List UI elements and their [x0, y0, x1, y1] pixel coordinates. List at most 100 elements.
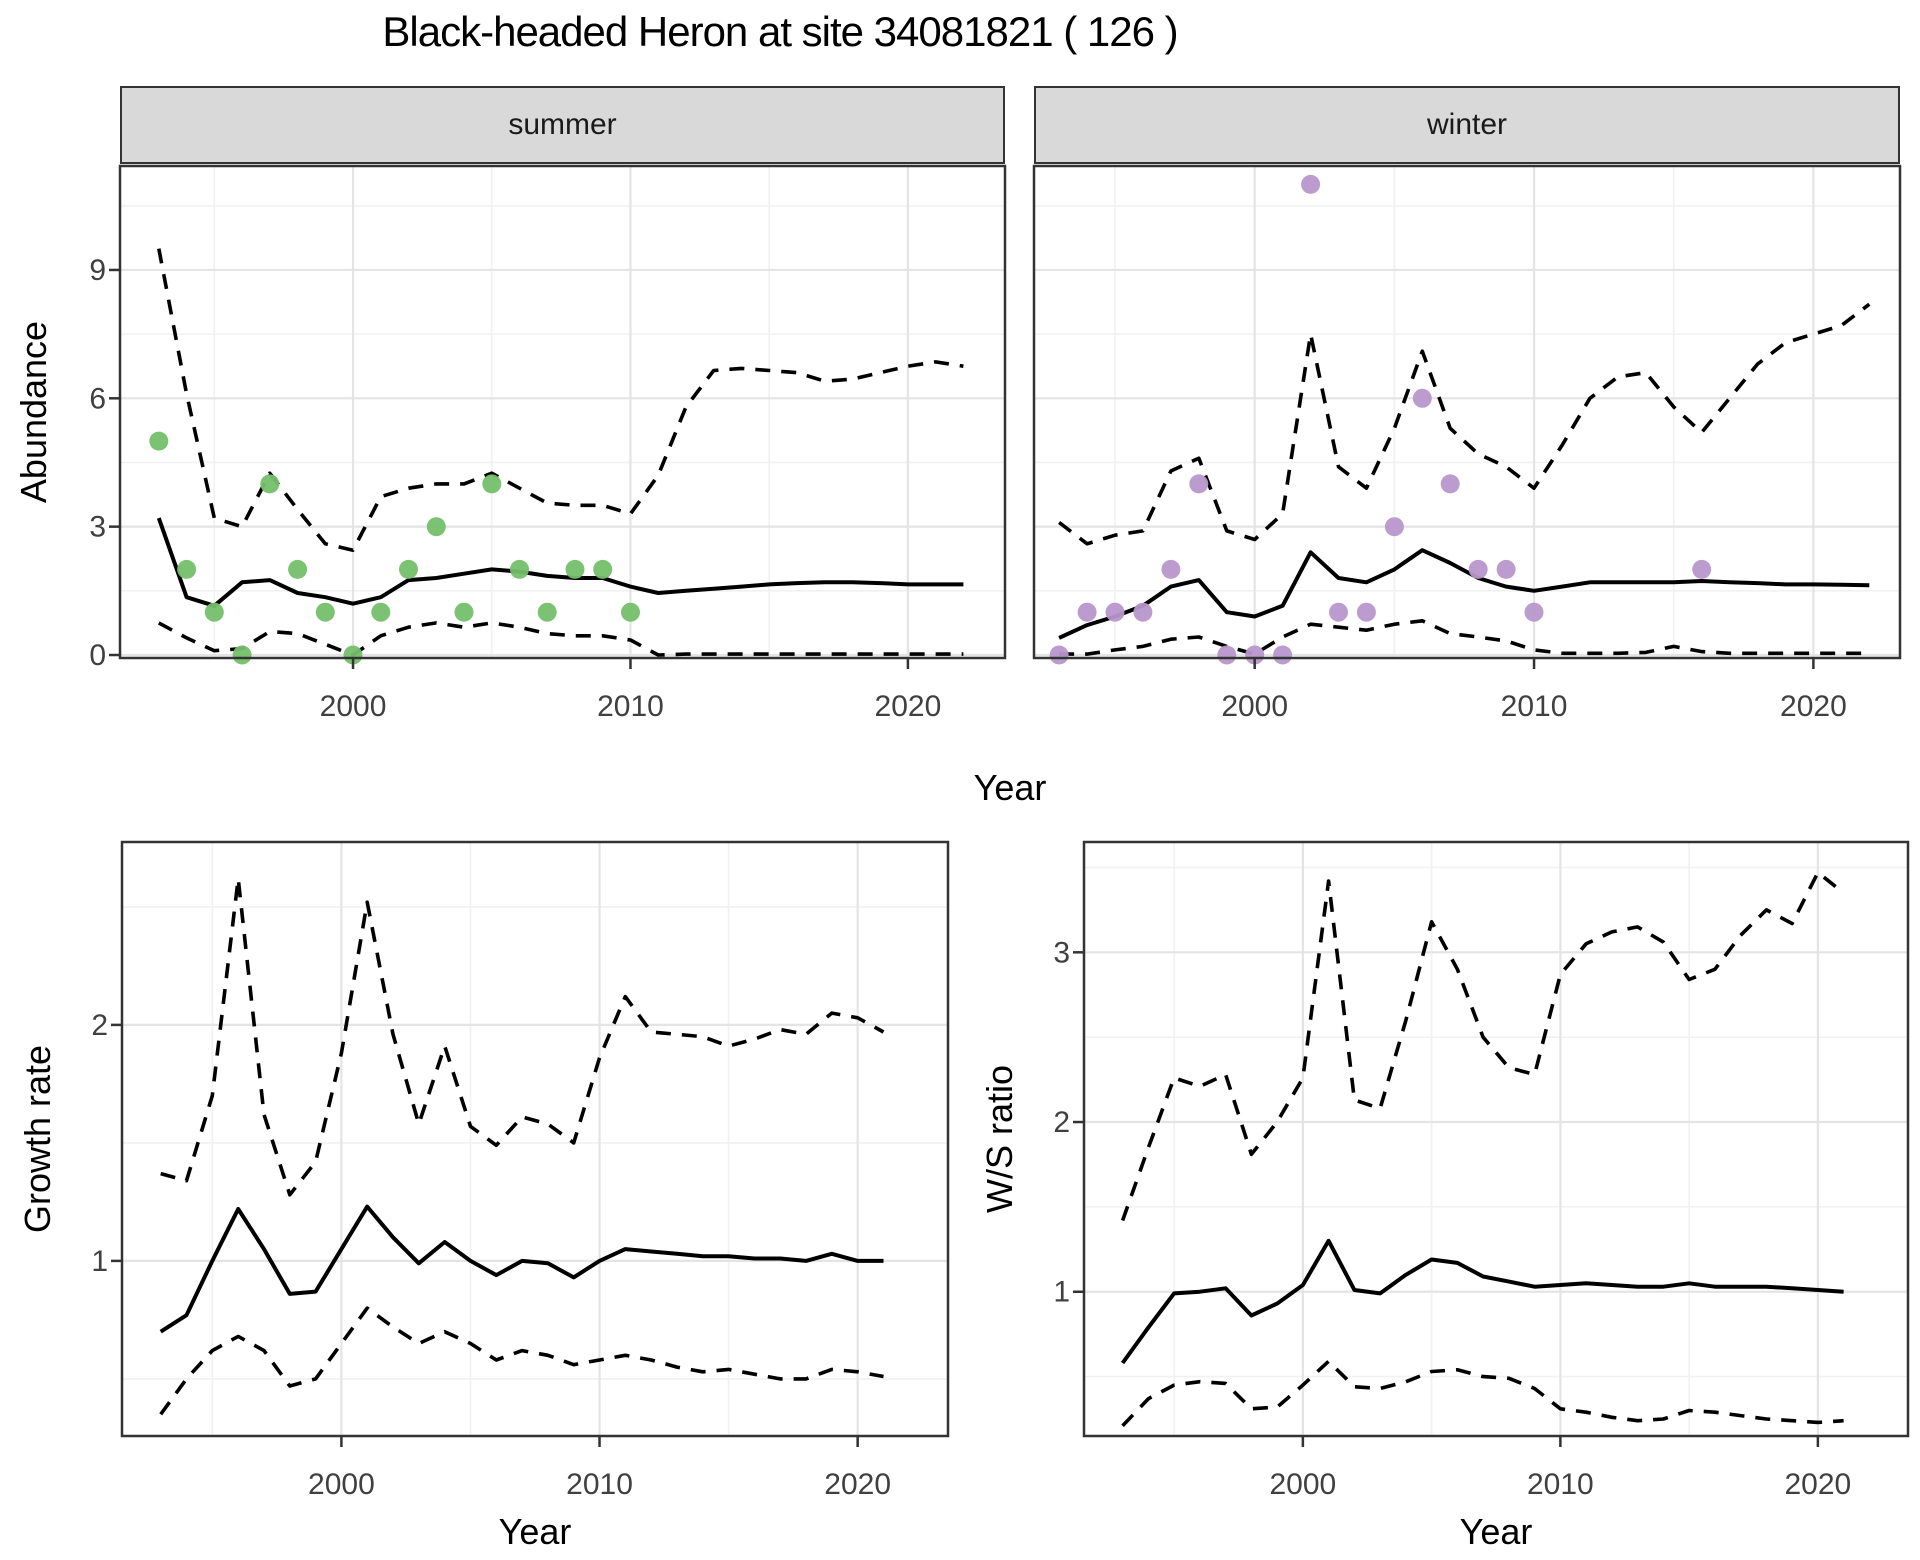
data-point [1049, 645, 1069, 665]
y-tick-label: 6 [89, 382, 106, 415]
facet-strip-winter: winter [1034, 86, 1900, 164]
y-tick-label: 3 [1053, 936, 1070, 969]
facet-strip-summer: summer [120, 86, 1005, 164]
facet-strip-summer-label: summer [508, 108, 617, 141]
axis-ticks: 2000 2010 2020 1 2 [91, 1009, 891, 1501]
series-fit [1058, 548, 1870, 640]
panel-abundance-winter: 2000 2010 2020 [1032, 164, 1902, 723]
data-points [149, 431, 640, 665]
data-point [426, 517, 446, 537]
data-point [1161, 559, 1181, 579]
x-tick-label: 2020 [1780, 690, 1847, 723]
data-point [1496, 559, 1516, 579]
data-point [343, 645, 363, 665]
panel-border [1082, 840, 1910, 1438]
x-axis-title-year-top: Year [973, 767, 1047, 808]
x-tick-label: 2020 [875, 690, 942, 723]
y-tick-label: 1 [91, 1245, 108, 1278]
data-point [1133, 602, 1153, 622]
panel-abundance-summer: 2000 2010 2020 0 3 6 9 [89, 164, 1007, 723]
y-tick-label: 3 [89, 511, 106, 544]
x-tick-label: 2010 [1527, 1468, 1594, 1501]
data-point [1468, 559, 1488, 579]
data-point [1356, 602, 1376, 622]
x-tick-label: 2000 [320, 690, 387, 723]
data-point [1077, 602, 1097, 622]
axis-ticks: 2000 2010 2020 1 2 3 [1053, 936, 1851, 1501]
data-point [510, 559, 529, 579]
series-upper_ci [1058, 302, 1871, 546]
series-lower_ci [1059, 618, 1870, 656]
data-point [454, 602, 474, 622]
data-point [1301, 174, 1321, 194]
data-point [177, 559, 197, 579]
data-point [1273, 645, 1293, 665]
data-point [1384, 517, 1404, 537]
y-axis-title-growth-rate: Growth rate [17, 1044, 58, 1234]
axis-ticks: 2000 2010 2020 0 3 6 9 [89, 254, 941, 723]
axis-ticks: 2000 2010 2020 [1221, 658, 1847, 723]
facet-strip-winter-label: winter [1426, 108, 1508, 141]
gridlines [1034, 166, 1900, 658]
panel-background [1034, 166, 1900, 658]
y-tick-label: 1 [1053, 1276, 1070, 1309]
data-point [149, 431, 169, 451]
y-tick-label: 2 [91, 1009, 108, 1042]
data-point [1440, 474, 1460, 494]
series-fit [1120, 1238, 1844, 1365]
data-points [1049, 174, 1712, 665]
y-tick-label: 2 [1053, 1106, 1070, 1139]
x-axis-title-year-bottom-right: Year [1459, 1511, 1533, 1552]
series-upper_ci [1120, 870, 1845, 1222]
data-point [1329, 602, 1348, 622]
data-point [482, 474, 502, 494]
series-lower_ci [157, 621, 964, 657]
gridlines [120, 166, 1005, 658]
x-tick-label: 2010 [566, 1468, 633, 1501]
x-tick-label: 2000 [1221, 690, 1288, 723]
series-fit [156, 517, 964, 608]
series-fit [159, 1204, 884, 1334]
plot-title: Black-headed Heron at site 34081821 ( 12… [382, 8, 1178, 55]
x-axis-title-year-bottom-left: Year [498, 1511, 572, 1552]
x-tick-label: 2020 [824, 1468, 891, 1501]
panel-ws-ratio: 2000 2010 2020 1 2 3 [1053, 840, 1910, 1501]
data-point [260, 474, 280, 494]
data-point [1245, 645, 1265, 665]
series-upper_ci [160, 876, 885, 1197]
data-point [593, 559, 613, 579]
data-point [371, 602, 391, 622]
panel-border [120, 840, 950, 1438]
series-upper_ci [157, 248, 964, 553]
y-axis-title-ws-ratio: W/S ratio [979, 1064, 1020, 1214]
data-point [204, 602, 224, 622]
gridlines [1084, 842, 1908, 1436]
panel-border [118, 164, 1007, 660]
panel-background [122, 842, 948, 1436]
series-lower_ci [159, 1306, 884, 1416]
y-tick-label: 0 [89, 639, 106, 672]
data-point [399, 559, 418, 579]
x-tick-label: 2020 [1785, 1468, 1852, 1501]
panel-growth-rate: 2000 2010 2020 1 2 [91, 840, 950, 1501]
panel-border [1032, 164, 1902, 660]
data-point [565, 559, 585, 579]
data-point [232, 645, 252, 665]
data-point [1189, 474, 1209, 494]
series-lower_ci [1121, 1359, 1844, 1428]
data-point [1412, 388, 1432, 408]
data-point [1524, 602, 1544, 622]
x-tick-label: 2010 [597, 690, 664, 723]
x-tick-label: 2000 [1270, 1468, 1337, 1501]
data-point [1217, 645, 1237, 665]
panel-background [1084, 842, 1908, 1436]
x-tick-label: 2010 [1501, 690, 1568, 723]
data-point [621, 602, 640, 622]
data-point [288, 559, 308, 579]
y-axis-title-abundance: Abundance [13, 320, 54, 504]
data-point [1692, 559, 1712, 579]
y-tick-label: 9 [89, 254, 106, 287]
data-point [315, 602, 335, 622]
